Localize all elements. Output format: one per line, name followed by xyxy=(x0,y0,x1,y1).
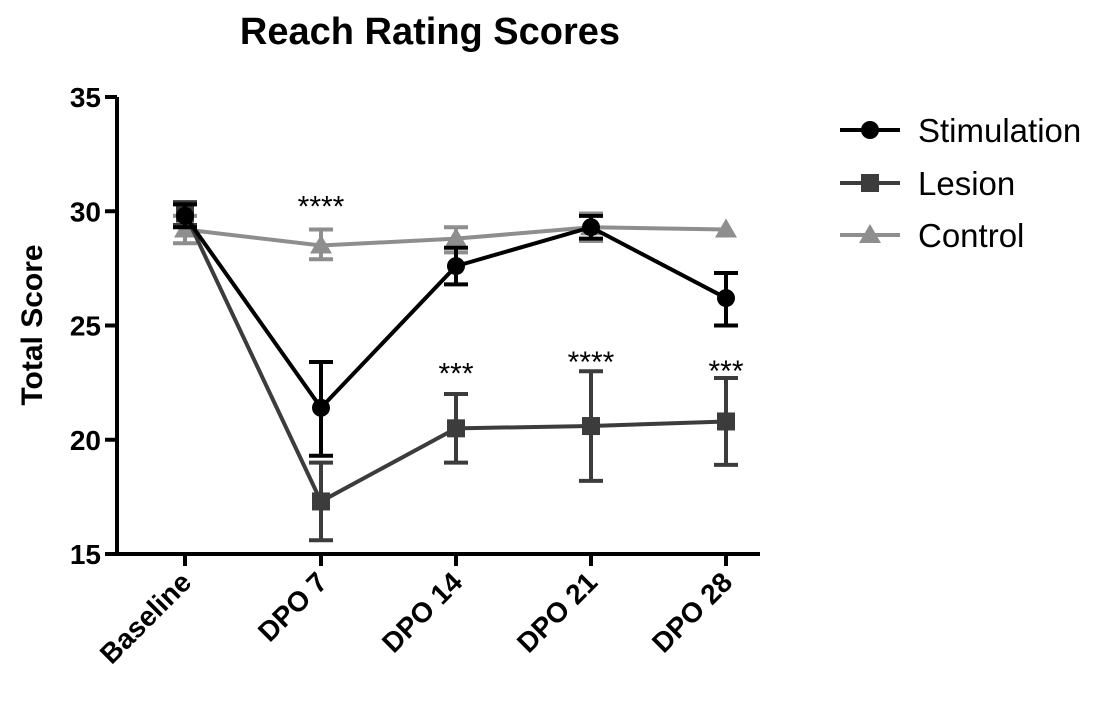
control-point xyxy=(715,218,737,238)
lesion-point xyxy=(717,412,735,431)
series-lesion xyxy=(173,200,738,543)
legend-label: Lesion xyxy=(918,165,1015,202)
y-tick-label: 15 xyxy=(70,539,101,570)
stimulation-point xyxy=(312,398,330,417)
x-tick-label: DPO 28 xyxy=(646,566,738,658)
significance-annotations: ******* **** *** xyxy=(298,191,744,391)
x-tick-label: DPO 14 xyxy=(376,566,469,659)
series-stimulation xyxy=(173,202,738,458)
x-tick-label: Baseline xyxy=(94,566,197,669)
lesion-point xyxy=(312,492,330,511)
y-tick-label: 20 xyxy=(70,425,101,456)
significance-marker: **** xyxy=(568,346,615,379)
stimulation-point xyxy=(447,257,465,276)
legend-item-control: Control xyxy=(840,217,1024,254)
stimulation-point xyxy=(176,206,194,225)
lesion-point xyxy=(582,417,600,436)
axes xyxy=(105,95,760,566)
stimulation-point xyxy=(717,289,735,308)
legend-marker xyxy=(859,224,881,243)
y-tick-label: 25 xyxy=(70,311,101,342)
control-point xyxy=(310,234,332,254)
legend-label: Control xyxy=(918,217,1024,254)
legend-label: Stimulation xyxy=(918,112,1081,149)
legend-marker xyxy=(861,121,879,139)
series-group xyxy=(173,200,738,543)
chart-title: Reach Rating Scores xyxy=(240,11,620,53)
significance-marker: *** xyxy=(438,357,473,390)
tick-labels: 15 20 25 30 35 Baseline DPO 7 DPO 14 DPO 21 DPO 2… xyxy=(70,82,738,670)
control-point xyxy=(445,227,467,247)
y-axis-label: Total Score xyxy=(16,244,49,405)
x-tick-label: DPO 7 xyxy=(252,566,333,647)
legend-item-stimulation: Stimulation xyxy=(840,112,1081,149)
y-tick-label: 35 xyxy=(70,82,101,113)
legend-marker xyxy=(861,174,879,192)
stimulation-point xyxy=(582,218,600,237)
x-tick-label: DPO 21 xyxy=(511,566,603,658)
significance-marker: **** xyxy=(298,191,345,224)
legend: Stimulation Lesion Control xyxy=(840,112,1081,254)
legend-item-lesion: Lesion xyxy=(840,165,1015,202)
lesion-point xyxy=(447,419,465,438)
y-tick-label: 30 xyxy=(70,196,101,227)
significance-marker: *** xyxy=(708,355,743,388)
